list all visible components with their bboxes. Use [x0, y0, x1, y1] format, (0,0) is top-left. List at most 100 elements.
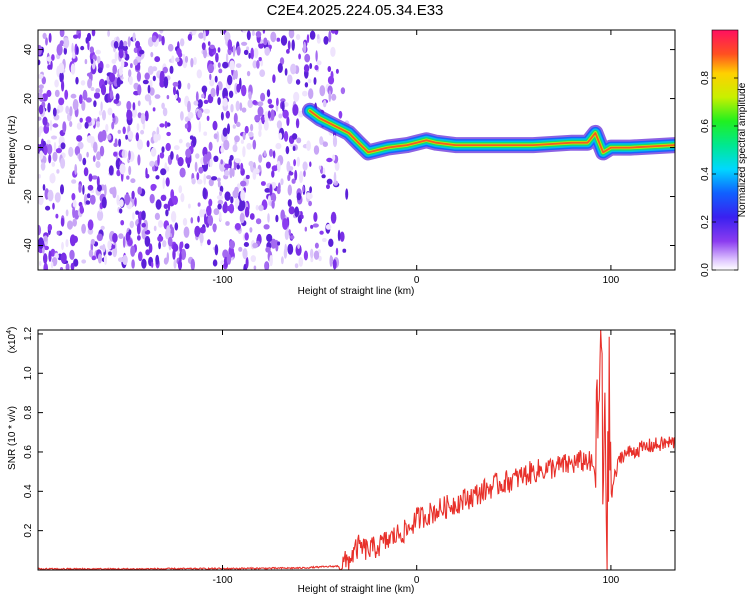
noise-speckle	[128, 150, 131, 161]
x-tick-label: 0	[414, 575, 420, 586]
noise-speckle	[191, 136, 197, 147]
snr-line-path	[38, 330, 675, 570]
noise-speckle	[59, 71, 64, 83]
noise-speckle	[312, 223, 319, 228]
noise-speckle	[167, 236, 173, 247]
noise-speckle	[49, 119, 53, 131]
noise-speckle	[89, 46, 95, 54]
noise-speckle	[327, 66, 332, 72]
noise-speckle	[60, 184, 64, 195]
noise-speckle	[159, 30, 164, 34]
noise-speckle	[170, 211, 177, 223]
noise-speckle	[105, 63, 110, 69]
noise-speckle	[133, 59, 138, 66]
noise-speckle	[302, 161, 308, 171]
noise-speckle	[255, 204, 259, 211]
noise-speckle	[180, 248, 187, 261]
noise-speckle	[125, 134, 128, 140]
noise-speckle	[193, 56, 197, 66]
y-tick-label: -20	[23, 189, 34, 204]
noise-speckle	[126, 175, 130, 180]
noise-speckle	[213, 155, 219, 162]
noise-speckle	[41, 76, 46, 85]
noise-speckle	[203, 30, 206, 41]
noise-speckle	[306, 140, 311, 151]
noise-speckle	[104, 184, 107, 197]
noise-speckle	[43, 235, 48, 242]
noise-speckle	[260, 92, 266, 102]
noise-speckle	[161, 146, 165, 154]
noise-speckle	[229, 240, 235, 249]
noise-speckle	[72, 206, 76, 219]
noise-speckle	[102, 110, 106, 121]
noise-speckle	[86, 193, 91, 199]
noise-speckle	[338, 110, 343, 119]
noise-speckle	[131, 259, 135, 269]
noise-speckle	[157, 133, 161, 141]
noise-speckle	[102, 243, 106, 253]
noise-speckle	[322, 99, 327, 108]
noise-speckle	[141, 210, 146, 221]
noise-speckle	[257, 106, 264, 117]
svg-text:(x104): (x104)	[6, 327, 18, 354]
noise-speckle	[90, 58, 94, 65]
snr-x-axis-label: Height of straight line (km)	[298, 584, 415, 595]
noise-speckle	[230, 196, 234, 204]
noise-speckle	[91, 175, 98, 180]
noise-speckle	[98, 110, 103, 116]
noise-speckle	[151, 35, 157, 43]
noise-speckle	[216, 195, 224, 200]
noise-speckle	[68, 146, 74, 157]
noise-speckle	[208, 198, 213, 207]
noise-speckle	[286, 116, 290, 127]
noise-speckle	[108, 251, 112, 256]
noise-speckle	[328, 30, 332, 43]
noise-speckle	[201, 85, 208, 93]
noise-speckle	[96, 55, 101, 64]
noise-speckle	[48, 154, 52, 164]
noise-speckle	[209, 158, 213, 168]
noise-speckle	[227, 74, 233, 86]
noise-speckle	[234, 158, 241, 164]
noise-speckle	[193, 100, 199, 106]
noise-speckle	[137, 154, 141, 166]
noise-speckle	[285, 146, 290, 155]
noise-speckle	[174, 222, 179, 231]
noise-speckle	[112, 233, 118, 243]
noise-speckle	[71, 179, 77, 184]
noise-speckle	[265, 246, 271, 253]
noise-speckle	[119, 163, 126, 175]
noise-speckle	[220, 260, 225, 266]
y-tick-label: -40	[23, 238, 34, 253]
noise-speckle	[173, 145, 180, 151]
noise-speckle	[185, 142, 191, 148]
noise-speckle	[303, 170, 306, 178]
noise-speckle	[252, 100, 258, 105]
noise-speckle	[153, 225, 157, 232]
noise-speckle	[162, 177, 165, 190]
noise-speckle	[48, 32, 52, 43]
noise-speckle	[128, 229, 132, 236]
noise-speckle	[219, 211, 222, 221]
noise-speckle	[74, 164, 78, 175]
noise-speckle	[80, 45, 85, 51]
noise-speckle	[297, 243, 300, 249]
noise-speckle	[245, 174, 250, 180]
noise-speckle	[270, 31, 277, 43]
noise-speckle	[161, 35, 165, 46]
noise-speckle	[81, 223, 86, 234]
noise-speckle	[107, 107, 113, 116]
y-tick-label: 0.8	[23, 405, 34, 419]
noise-speckle	[240, 162, 244, 172]
noise-speckle	[220, 159, 223, 165]
noise-speckle	[198, 234, 202, 240]
noise-speckle	[40, 162, 46, 171]
noise-speckle	[249, 227, 253, 233]
noise-speckle	[296, 137, 302, 144]
noise-speckle	[151, 261, 154, 268]
noise-speckle	[270, 109, 275, 121]
noise-speckle	[209, 79, 215, 87]
noise-speckle	[323, 36, 329, 45]
noise-speckle	[74, 146, 81, 156]
colorbar-tick-label: 0.0	[700, 263, 711, 277]
